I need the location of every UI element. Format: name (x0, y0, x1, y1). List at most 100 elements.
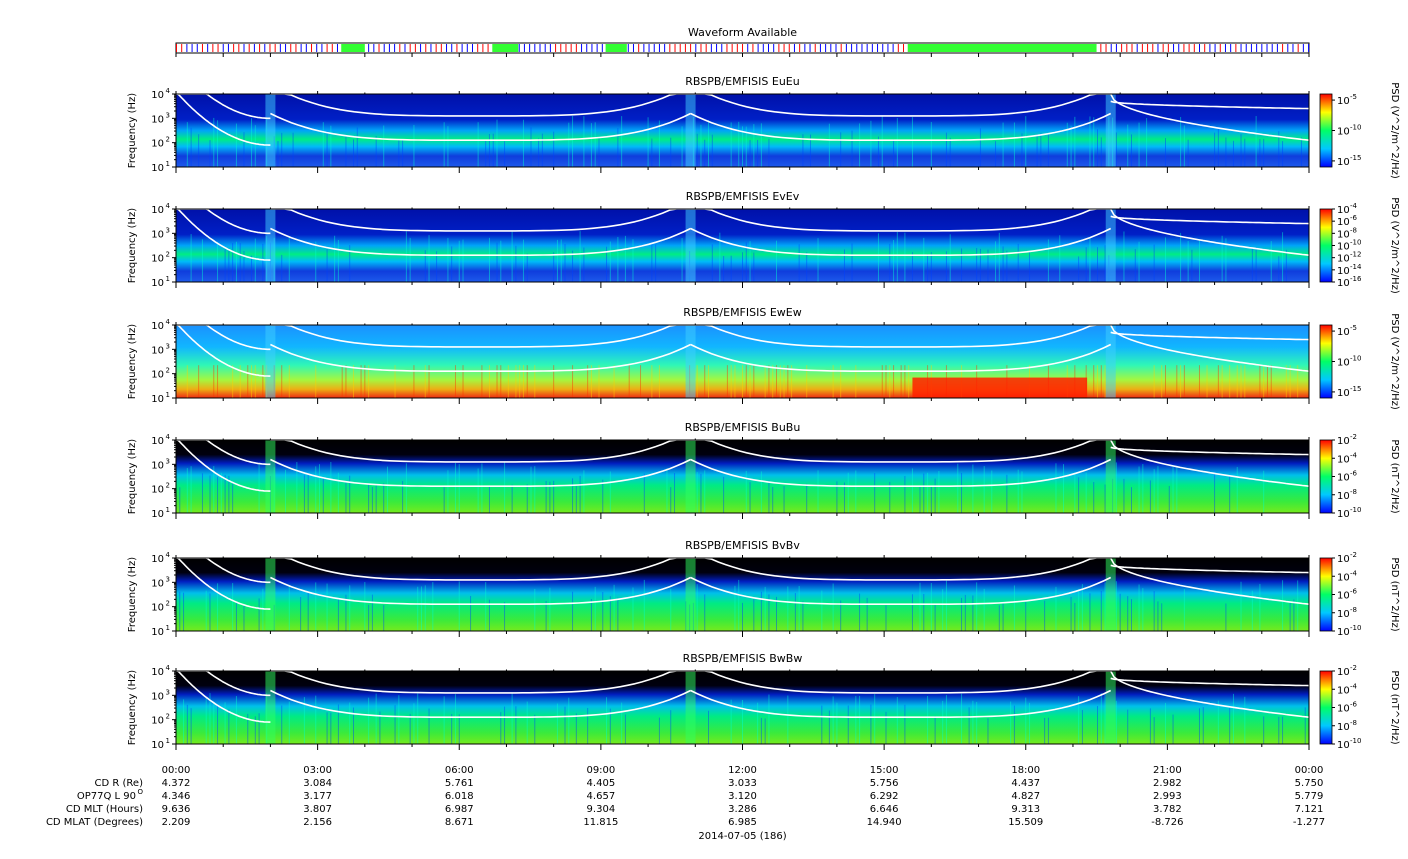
colorbar-tick-exponent: -6 (1350, 701, 1358, 709)
y-tick-label: 10 (151, 229, 164, 240)
ephemeris-value: -1.277 (1293, 817, 1325, 828)
colorbar-tick-label: 10 (1337, 229, 1350, 240)
cyclotron-frequency-line (690, 93, 1111, 117)
spectrogram-intense-band (912, 377, 1088, 398)
waveform-mark (851, 44, 853, 52)
waveform-mark (1292, 44, 1294, 52)
ephemeris-value: 4.405 (587, 778, 616, 789)
waveform-mark (482, 44, 484, 52)
y-tick-label: 10 (151, 578, 164, 589)
waveform-mark (856, 44, 858, 52)
waveform-mark (394, 44, 396, 52)
waveform-mark (549, 44, 551, 52)
waveform-mark (399, 44, 401, 52)
waveform-mark (1209, 44, 1211, 52)
waveform-mark (388, 44, 390, 52)
colorbar-tick-label: 10 (1337, 242, 1350, 253)
y-tick-label: 10 (151, 163, 164, 174)
time-tick-label: 09:00 (586, 765, 615, 776)
y-axis-label: Frequency (Hz) (127, 208, 138, 284)
cyclotron-frequency-line (1110, 677, 1310, 687)
colorbar-tick-exponent: -4 (1350, 682, 1358, 690)
perigee-column (265, 671, 276, 744)
waveform-mark (248, 44, 250, 52)
ephemeris-value: 4.657 (587, 791, 616, 802)
waveform-mark (892, 44, 894, 52)
waveform-burst-span (907, 44, 1097, 52)
waveform-mark (570, 44, 572, 52)
waveform-mark (518, 44, 520, 52)
waveform-mark (233, 44, 235, 52)
colorbar-tick-label: 10 (1337, 157, 1350, 168)
waveform-mark (1183, 44, 1185, 52)
cyclotron-frequency-line (1109, 208, 1310, 256)
waveform-mark (840, 44, 842, 52)
y-tick-label: 10 (151, 278, 164, 289)
ephemeris-value: 5.761 (445, 778, 474, 789)
ephemeris-value: 2.156 (303, 817, 332, 828)
waveform-mark (1173, 44, 1175, 52)
waveform-mark (830, 44, 832, 52)
colorbar (1319, 670, 1333, 745)
waveform-burst-span (605, 44, 627, 52)
waveform-mark (259, 44, 261, 52)
waveform-mark (866, 44, 868, 52)
cyclotron-frequency-line (176, 439, 271, 492)
waveform-mark (799, 44, 801, 52)
y-tick-exponent: 1 (166, 737, 170, 745)
waveform-mark (1157, 44, 1159, 52)
y-tick-exponent: 3 (166, 342, 170, 350)
cyclotron-frequency-line (270, 458, 691, 487)
colorbar-tick-exponent: -10 (1350, 624, 1361, 632)
waveform-mark (555, 44, 557, 52)
colorbar (1319, 93, 1333, 168)
cyclotron-frequency-line (270, 227, 691, 256)
waveform-mark (1204, 44, 1206, 52)
waveform-mark (544, 44, 546, 52)
ephemeris-table: CD R (Re) 4.372 3.084 5.761 4.405 3.033 5.756 4… (46, 778, 1325, 842)
waveform-mark (201, 44, 203, 52)
ephemeris-value: 11.815 (583, 817, 618, 828)
waveform-mark (243, 44, 245, 52)
ephemeris-value: 14.940 (867, 817, 902, 828)
colorbar-tick-label: 10 (1337, 572, 1350, 583)
waveform-mark (679, 44, 681, 52)
y-tick-label: 10 (151, 345, 164, 356)
colorbar (1319, 439, 1333, 514)
colorbar-tick-exponent: -10 (1350, 506, 1361, 514)
cyclotron-frequency-line (176, 557, 271, 610)
cyclotron-frequency-line (176, 208, 271, 261)
colorbar-tick-exponent: -6 (1350, 214, 1358, 222)
waveform-mark (1131, 44, 1133, 52)
waveform-mark (207, 44, 209, 52)
panel-title: RBSPB/EMFISIS EuEu (685, 75, 799, 88)
waveform-mark (1178, 44, 1180, 52)
time-tick-label: 18:00 (1011, 765, 1040, 776)
cyclotron-frequency-line (690, 439, 1111, 463)
y-tick-exponent: 1 (166, 391, 170, 399)
ephemeris-value: 6.987 (445, 804, 474, 815)
ephemeris-value: -8.726 (1151, 817, 1183, 828)
waveform-mark (1276, 44, 1278, 52)
waveform-mark (222, 44, 224, 52)
colorbar-tick-label: 10 (1337, 454, 1350, 465)
cyclotron-frequency-line (270, 343, 691, 372)
waveform-mark (736, 44, 738, 52)
y-tick-exponent: 4 (166, 318, 171, 326)
cyclotron-frequency-line (1110, 564, 1310, 574)
colorbar-tick-label: 10 (1337, 667, 1350, 678)
cyclotron-frequency-line (690, 576, 1112, 605)
colorbar-tick-exponent: -15 (1350, 385, 1361, 393)
waveform-mark (581, 44, 583, 52)
waveform-mark (1136, 44, 1138, 52)
waveform-mark (269, 44, 271, 52)
colorbar-tick-exponent: -6 (1350, 588, 1358, 596)
waveform-mark (285, 44, 287, 52)
y-tick-label: 10 (151, 485, 164, 496)
waveform-mark (1261, 44, 1263, 52)
waveform-mark (378, 44, 380, 52)
waveform-mark (1224, 44, 1226, 52)
waveform-mark (1287, 44, 1289, 52)
time-tick-label: 12:00 (728, 765, 757, 776)
